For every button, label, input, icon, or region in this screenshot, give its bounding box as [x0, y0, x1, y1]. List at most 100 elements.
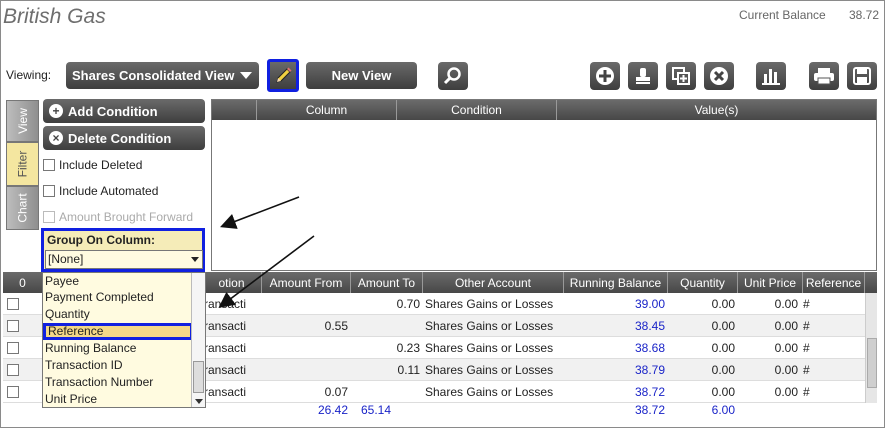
add-transaction-button[interactable]: [590, 62, 620, 90]
edit-view-button[interactable]: [267, 59, 299, 92]
include-deleted-checkbox[interactable]: [43, 159, 55, 171]
table-row[interactable]: ransacti 0.07 Shares Gains or Losses 38.…: [3, 381, 877, 403]
add-condition-button[interactable]: + Add Condition: [43, 99, 205, 123]
col-amount-to[interactable]: Amount To: [351, 272, 423, 293]
print-icon: [814, 68, 834, 85]
total-running-balance: 38.72: [634, 403, 665, 417]
col-quantity[interactable]: Quantity: [668, 272, 738, 293]
row-other-account: Shares Gains or Losses: [425, 385, 554, 399]
row-quantity: 0.00: [711, 319, 735, 333]
group-on-column-panel: Group On Column: [None]: [41, 228, 205, 272]
include-deleted-label: Include Deleted: [59, 158, 143, 172]
search-button[interactable]: [438, 62, 468, 90]
viewing-label: Viewing:: [6, 68, 52, 82]
row-unit-price: 0.00: [774, 297, 798, 311]
delete-condition-button[interactable]: × Delete Condition: [43, 126, 205, 150]
dropdown-scrollbar-thumb[interactable]: [193, 361, 204, 393]
stamp-icon: [636, 68, 650, 84]
row-checkbox[interactable]: [7, 386, 19, 398]
dropdown-option-transaction-number[interactable]: Transaction Number: [45, 375, 154, 389]
row-checkbox[interactable]: [7, 298, 19, 310]
col-reference[interactable]: Reference: [803, 272, 865, 293]
row-description: ransacti: [204, 363, 247, 377]
row-checkbox[interactable]: [7, 320, 19, 332]
row-reference: #: [803, 319, 810, 333]
condition-grid: Column Condition Value(s): [211, 99, 877, 271]
row-other-account: Shares Gains or Losses: [425, 319, 554, 333]
row-other-account: Shares Gains or Losses: [425, 297, 554, 311]
row-other-account: Shares Gains or Losses: [425, 341, 554, 355]
row-checkbox[interactable]: [7, 342, 19, 354]
dropdown-option-reference[interactable]: Reference: [43, 323, 193, 340]
row-amount-to: 0.11: [397, 363, 420, 377]
grid-scrollbar[interactable]: [865, 293, 877, 403]
col-description[interactable]: otion: [202, 272, 262, 293]
stamp-button[interactable]: [628, 62, 658, 90]
row-reference: #: [803, 363, 810, 377]
delete-transaction-button[interactable]: [704, 62, 734, 90]
total-amount-to: 65.14: [361, 403, 392, 417]
dropdown-option-quantity[interactable]: Quantity: [45, 307, 90, 321]
dropdown-option-payment-completed[interactable]: Payment Completed: [45, 290, 154, 304]
dropdown-scrollbar[interactable]: [191, 273, 205, 407]
current-balance-label: Current Balance: [739, 8, 826, 22]
row-amount-from: 0.07: [324, 385, 348, 399]
condition-col-values: Value(s): [694, 103, 739, 117]
grid-scrollbar-thumb[interactable]: [867, 338, 877, 388]
table-row[interactable]: ransacti 0.11 Shares Gains or Losses 38.…: [3, 359, 877, 381]
scroll-down-icon[interactable]: [195, 399, 203, 404]
col-other-account[interactable]: Other Account: [423, 272, 564, 293]
row-amount-to: [351, 315, 423, 337]
plus-icon: +: [49, 104, 63, 118]
total-quantity: 6.00: [711, 403, 735, 417]
tab-filter-label: Filter: [15, 150, 30, 178]
dropdown-option-transaction-id[interactable]: Transaction ID: [45, 358, 123, 372]
group-on-column-dropdown: Payee Payment Completed Quantity Referen…: [42, 272, 206, 408]
row-amount-from: [262, 359, 351, 381]
col-select[interactable]: 0: [3, 272, 43, 293]
table-row[interactable]: ransacti 0.23 Shares Gains or Losses 38.…: [3, 337, 877, 359]
chevron-down-icon: [191, 257, 199, 262]
row-description: ransacti: [204, 341, 247, 355]
amount-brought-forward-checkbox[interactable]: [43, 211, 55, 223]
view-select[interactable]: Shares Consolidated View: [66, 62, 259, 89]
print-button[interactable]: [809, 62, 839, 90]
current-balance-value: 38.72: [849, 8, 880, 22]
view-select-value: Shares Consolidated View: [72, 68, 235, 83]
save-icon: [853, 67, 871, 85]
copy-button[interactable]: [666, 62, 696, 90]
row-quantity: 0.00: [711, 385, 735, 399]
tab-view-label: View: [15, 108, 30, 134]
copy-icon: [672, 67, 690, 85]
row-other-account: Shares Gains or Losses: [425, 363, 554, 377]
save-button[interactable]: [847, 62, 877, 90]
tab-chart[interactable]: Chart: [6, 186, 39, 230]
group-on-column-value: [None]: [48, 252, 84, 266]
include-automated-checkbox[interactable]: [43, 185, 55, 197]
row-reference: #: [803, 297, 810, 311]
chart-button[interactable]: [756, 62, 786, 90]
row-running-balance: 39.00: [634, 297, 665, 311]
row-amount-from: [262, 293, 351, 315]
col-amount-from[interactable]: Amount From: [262, 272, 351, 293]
row-checkbox[interactable]: [7, 364, 19, 376]
condition-grid-spacer: [212, 100, 257, 120]
dropdown-option-unit-price[interactable]: Unit Price: [45, 392, 98, 406]
new-view-button[interactable]: New View: [306, 62, 417, 89]
side-tabs: View Filter Chart: [6, 100, 39, 230]
include-automated-option: Include Automated: [43, 184, 158, 198]
condition-grid-header: Column Condition Value(s): [212, 100, 876, 120]
dropdown-option-running-balance[interactable]: Running Balance: [45, 341, 137, 355]
table-row[interactable]: ransacti 0.55 Shares Gains or Losses 38.…: [3, 315, 877, 337]
row-amount-from: 0.55: [324, 319, 348, 333]
tab-filter[interactable]: Filter: [6, 142, 39, 186]
row-unit-price: 0.00: [774, 363, 798, 377]
include-deleted-option: Include Deleted: [43, 158, 142, 172]
col-unit-price[interactable]: Unit Price: [738, 272, 803, 293]
dropdown-option-payee[interactable]: Payee: [45, 274, 80, 288]
tab-view[interactable]: View: [6, 100, 39, 142]
group-on-column-select[interactable]: [None]: [45, 250, 203, 269]
col-running-balance[interactable]: Running Balance: [564, 272, 668, 293]
delete-icon: [710, 67, 728, 85]
